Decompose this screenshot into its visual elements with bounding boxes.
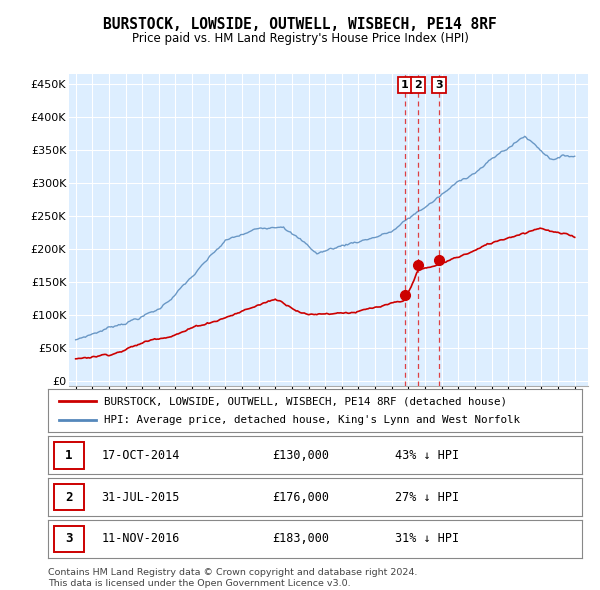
Text: £130,000: £130,000: [272, 448, 329, 462]
Text: 1: 1: [401, 80, 409, 90]
Text: BURSTOCK, LOWSIDE, OUTWELL, WISBECH, PE14 8RF: BURSTOCK, LOWSIDE, OUTWELL, WISBECH, PE1…: [103, 17, 497, 31]
Text: 27% ↓ HPI: 27% ↓ HPI: [395, 490, 459, 504]
Text: Contains HM Land Registry data © Crown copyright and database right 2024.: Contains HM Land Registry data © Crown c…: [48, 568, 418, 576]
Text: 2: 2: [414, 80, 422, 90]
Text: 1: 1: [65, 448, 73, 462]
Text: 17-OCT-2014: 17-OCT-2014: [101, 448, 180, 462]
Bar: [55, 484, 84, 510]
Text: This data is licensed under the Open Government Licence v3.0.: This data is licensed under the Open Gov…: [48, 579, 350, 588]
Text: £176,000: £176,000: [272, 490, 329, 504]
Text: HPI: Average price, detached house, King's Lynn and West Norfolk: HPI: Average price, detached house, King…: [104, 415, 520, 425]
Text: 3: 3: [436, 80, 443, 90]
Text: 3: 3: [65, 532, 73, 546]
Text: 43% ↓ HPI: 43% ↓ HPI: [395, 448, 459, 462]
Bar: [55, 442, 84, 468]
Text: 2: 2: [65, 490, 73, 504]
Text: 11-NOV-2016: 11-NOV-2016: [101, 532, 180, 546]
Text: 31% ↓ HPI: 31% ↓ HPI: [395, 532, 459, 546]
Bar: [55, 526, 84, 552]
Text: BURSTOCK, LOWSIDE, OUTWELL, WISBECH, PE14 8RF (detached house): BURSTOCK, LOWSIDE, OUTWELL, WISBECH, PE1…: [104, 396, 507, 407]
Text: 31-JUL-2015: 31-JUL-2015: [101, 490, 180, 504]
Text: £183,000: £183,000: [272, 532, 329, 546]
Text: Price paid vs. HM Land Registry's House Price Index (HPI): Price paid vs. HM Land Registry's House …: [131, 32, 469, 45]
